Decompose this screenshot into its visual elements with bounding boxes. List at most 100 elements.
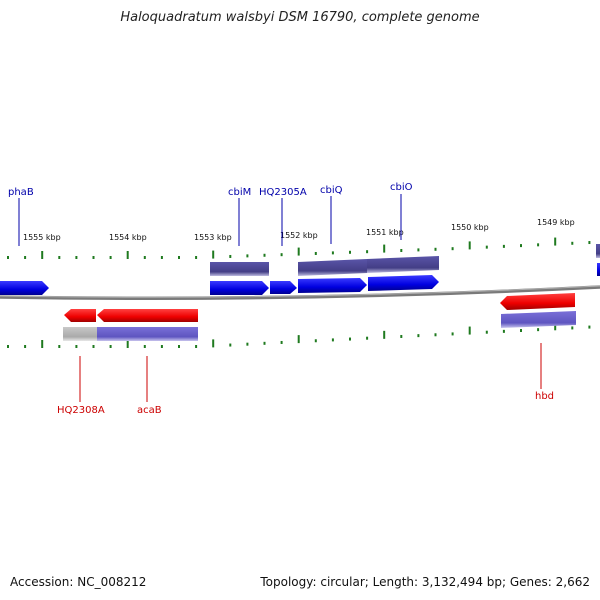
ruler-tick	[24, 345, 27, 348]
ruler-tick	[178, 345, 180, 348]
ruler-tick	[126, 251, 129, 259]
ruler-label: 1552 kbp	[280, 231, 318, 240]
ruler-tick	[160, 345, 163, 348]
ruler-tick	[109, 256, 112, 259]
ruler-label: 1553 kbp	[194, 233, 232, 242]
ruler-tick	[451, 332, 454, 336]
forward-cds-arrows	[0, 263, 600, 295]
accession-text: Accession: NC_008212	[10, 575, 147, 589]
gene-label-hbd[interactable]: hbd	[535, 391, 554, 402]
map-title: Haloquadratum walsbyi DSM 16790, complet…	[120, 10, 480, 25]
ruler-tick	[24, 256, 27, 259]
cds-arrow-cbiQ[interactable]	[298, 278, 367, 293]
ruler-tick	[246, 254, 249, 258]
ruler-tick	[280, 253, 283, 257]
ruler-tick	[178, 256, 180, 259]
gene-label-cbiQ[interactable]: cbiQ	[320, 185, 343, 196]
ruler-tick	[41, 340, 44, 348]
ruler-tick	[195, 256, 198, 259]
gene-label-cbiM[interactable]: cbiM	[228, 187, 251, 198]
gene-box-edge[interactable]	[596, 244, 600, 258]
ruler-tick	[434, 333, 437, 337]
ruler-labels: 1555 kbp 1554 kbp 1553 kbp 1552 kbp 1551…	[23, 218, 575, 242]
ruler-tick	[485, 245, 488, 249]
ruler-label: 1554 kbp	[109, 233, 147, 242]
ruler-tick	[143, 345, 146, 348]
ruler-tick	[195, 345, 198, 348]
ruler-ticks-upper	[7, 237, 591, 259]
reverse-arrows	[64, 293, 575, 322]
ruler-tick	[212, 250, 215, 259]
ruler-tick	[383, 244, 386, 253]
ruler-tick	[349, 337, 351, 341]
rna-arrow-hbd[interactable]	[500, 293, 575, 310]
ruler-tick	[400, 248, 403, 252]
ruler-tick	[502, 244, 505, 248]
ruler-tick	[383, 330, 386, 339]
genome-backbone-highlight	[0, 285, 600, 298]
cds-arrow-cbiM[interactable]	[210, 281, 269, 295]
ruler-tick	[297, 335, 300, 344]
ruler-tick	[280, 340, 283, 344]
forward-gene-boxes	[210, 244, 600, 276]
ruler-tick	[485, 330, 488, 334]
cds-arrow-HQ2305A[interactable]	[270, 281, 297, 294]
cds-arrow-cbiO[interactable]	[368, 275, 439, 291]
gene-label-HQ2308A[interactable]: HQ2308A	[57, 405, 105, 416]
gene-label-HQ2305A[interactable]: HQ2305A	[259, 187, 307, 198]
ruler-tick	[58, 345, 61, 348]
ruler-tick	[451, 247, 454, 251]
ruler-tick	[502, 329, 505, 333]
gene-box-hbd[interactable]	[501, 311, 576, 328]
rna-arrow-acaB[interactable]	[97, 309, 198, 322]
ruler-tick	[314, 251, 317, 255]
ruler-tick	[7, 256, 9, 259]
ruler-tick	[366, 336, 369, 340]
ruler-tick	[331, 338, 334, 342]
ruler-tick	[7, 345, 9, 348]
ruler-tick	[400, 334, 403, 338]
ruler-tick	[314, 339, 317, 343]
gene-box-cbiQ[interactable]	[298, 259, 367, 276]
ruler-tick	[92, 256, 95, 259]
gene-box-cbiO[interactable]	[367, 256, 439, 273]
ruler-tick	[554, 237, 557, 246]
ruler-label: 1555 kbp	[23, 233, 61, 242]
ruler-tick	[229, 254, 232, 258]
ruler-tick	[246, 342, 249, 346]
ruler-tick	[331, 251, 334, 255]
ruler-tick	[75, 345, 78, 348]
ruler-label: 1550 kbp	[451, 223, 489, 232]
gene-label-phaB[interactable]: phaB	[8, 187, 34, 198]
ruler-tick	[349, 250, 351, 254]
ruler-tick	[588, 241, 591, 245]
gene-box-cbiM[interactable]	[210, 262, 269, 276]
ruler-tick	[571, 241, 574, 245]
topology-stats-text: Topology: circular; Length: 3,132,494 bp…	[260, 575, 590, 589]
ruler-tick	[537, 328, 540, 332]
ruler-tick	[143, 256, 146, 259]
ruler-tick	[366, 250, 369, 254]
reverse-gene-boxes	[63, 311, 576, 341]
ruler-tick	[263, 341, 266, 345]
cds-arrow-edge[interactable]	[597, 263, 600, 276]
genome-backbone	[0, 285, 600, 300]
ruler-tick	[41, 251, 44, 259]
ruler-tick	[537, 243, 540, 247]
ruler-tick	[109, 345, 112, 348]
ruler-tick	[520, 329, 522, 332]
ruler-tick	[468, 241, 471, 250]
ruler-label: 1549 kbp	[537, 218, 575, 227]
ruler-tick	[58, 256, 61, 259]
gene-label-acaB[interactable]: acaB	[137, 405, 162, 416]
gene-box-acaB[interactable]	[97, 327, 198, 341]
gene-label-cbiO[interactable]: cbiO	[390, 182, 413, 193]
gene-box-HQ2308A[interactable]	[63, 327, 97, 341]
ruler-tick	[229, 343, 232, 347]
rna-arrow-HQ2308A[interactable]	[64, 309, 96, 322]
cds-arrow-phaB[interactable]	[0, 281, 49, 295]
reverse-labels: HQ2308A acaB hbd	[57, 343, 554, 416]
ruler-tick	[92, 345, 95, 348]
ruler-tick	[571, 326, 574, 330]
ruler-tick	[160, 256, 163, 259]
